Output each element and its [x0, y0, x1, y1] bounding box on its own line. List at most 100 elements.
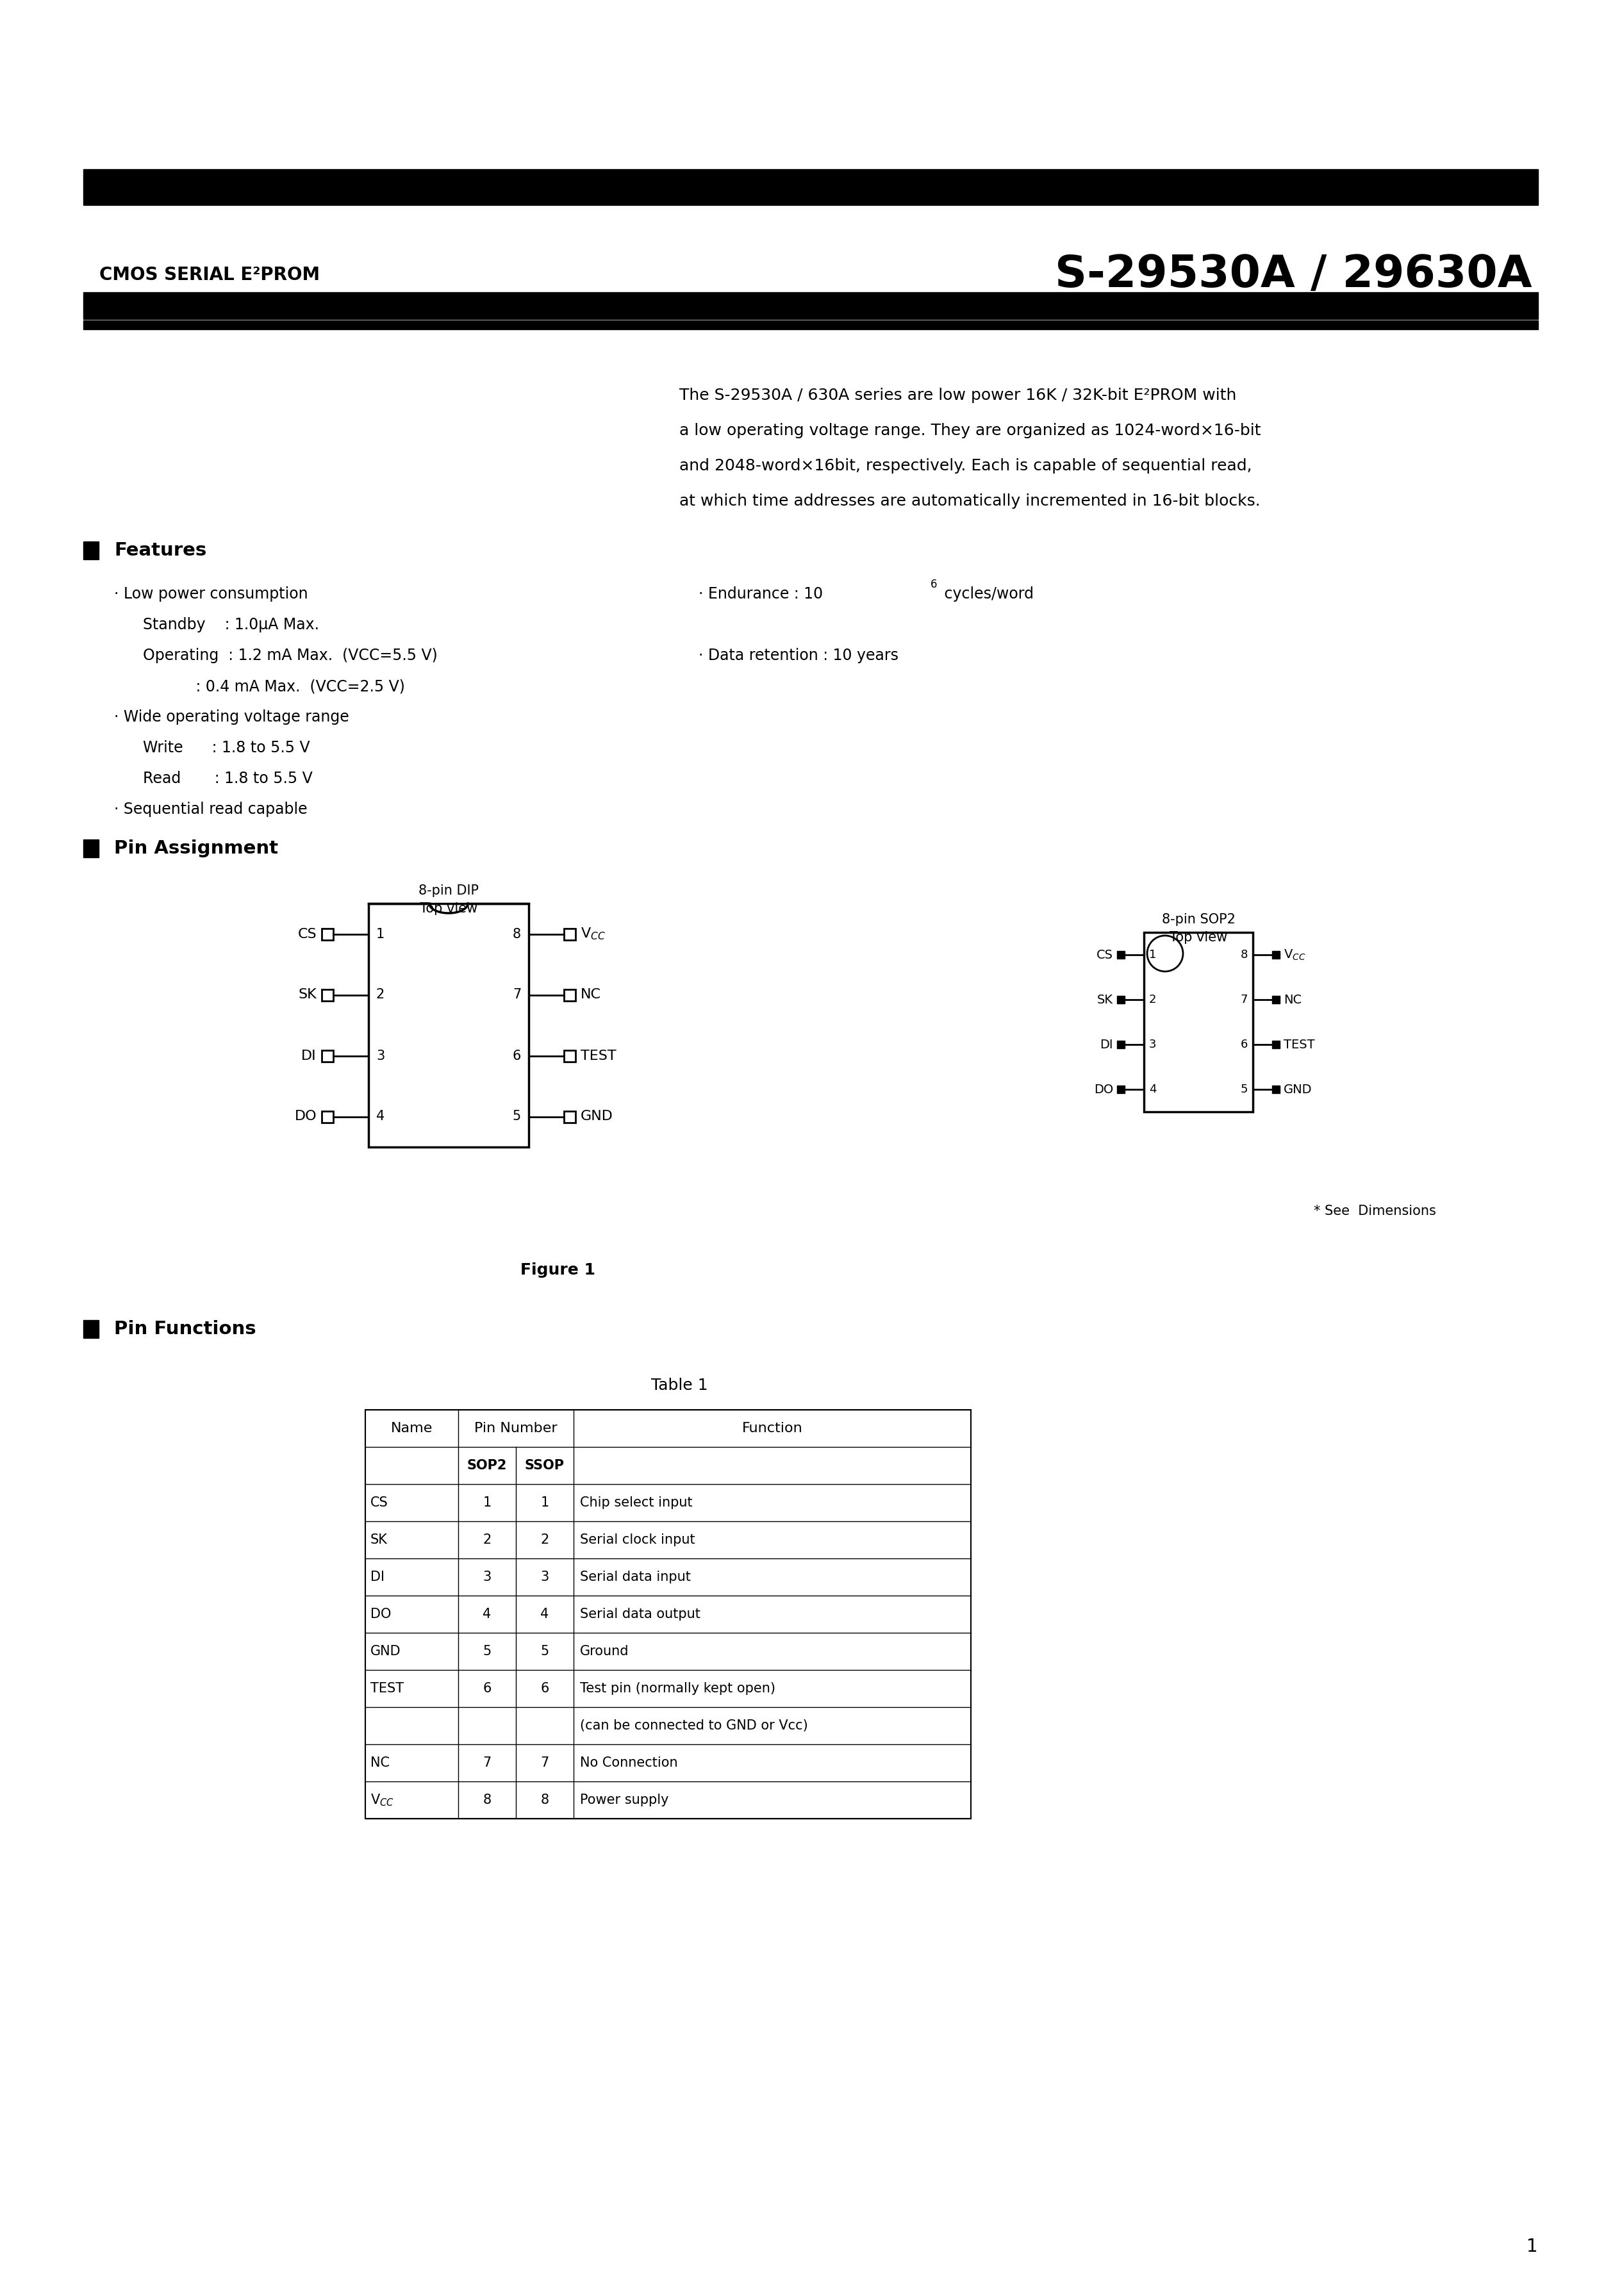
Bar	[564, 1049, 576, 1061]
Bar	[1272, 951, 1280, 960]
Bar	[1272, 1086, 1280, 1093]
Text: 5: 5	[540, 1644, 548, 1658]
Bar	[321, 1049, 333, 1061]
Text: Read       : 1.8 to 5.5 V: Read : 1.8 to 5.5 V	[114, 771, 313, 785]
Text: NC: NC	[370, 1756, 389, 1770]
Text: · Endurance : 10: · Endurance : 10	[699, 585, 822, 602]
Bar	[1118, 996, 1124, 1003]
Text: 8-pin DIP: 8-pin DIP	[418, 884, 478, 898]
Bar	[83, 321, 1538, 328]
Text: Top view: Top view	[420, 902, 477, 916]
Text: a low operating voltage range. They are organized as 1024-word×16-bit: a low operating voltage range. They are …	[680, 422, 1260, 439]
Bar	[1118, 1086, 1124, 1093]
Bar	[83, 1320, 99, 1339]
Text: 8: 8	[540, 1793, 548, 1807]
Text: DI: DI	[370, 1570, 384, 1584]
Text: · Data retention : 10 years: · Data retention : 10 years	[699, 647, 899, 664]
Text: 1: 1	[540, 1497, 548, 1508]
Bar	[1118, 951, 1124, 960]
Bar	[321, 928, 333, 939]
Bar	[1272, 996, 1280, 1003]
Text: 7: 7	[540, 1756, 548, 1770]
Text: Chip select input: Chip select input	[581, 1497, 693, 1508]
Text: SSOP: SSOP	[526, 1460, 564, 1472]
Text: 5: 5	[483, 1644, 491, 1658]
Bar	[83, 170, 1538, 179]
Text: 6: 6	[1241, 1038, 1247, 1049]
Text: DO: DO	[1093, 1084, 1113, 1095]
Text: 3: 3	[483, 1570, 491, 1584]
Text: TEST: TEST	[581, 1049, 616, 1063]
Text: SK: SK	[1096, 994, 1113, 1006]
Bar	[83, 542, 99, 560]
Text: Features: Features	[114, 542, 206, 560]
Text: SK: SK	[298, 990, 316, 1001]
Text: · Low power consumption: · Low power consumption	[114, 585, 308, 602]
Text: 2: 2	[376, 990, 384, 1001]
Text: CS: CS	[370, 1497, 388, 1508]
Bar	[564, 1111, 576, 1123]
Bar	[83, 292, 1538, 319]
Text: V$_{CC}$: V$_{CC}$	[581, 925, 605, 941]
Text: NC: NC	[1283, 994, 1301, 1006]
Bar	[321, 990, 333, 1001]
Text: No Connection: No Connection	[581, 1756, 678, 1770]
Text: 8-pin SOP2: 8-pin SOP2	[1161, 914, 1236, 925]
Text: 2: 2	[1148, 994, 1156, 1006]
Text: S-29530A / 29630A: S-29530A / 29630A	[1054, 253, 1531, 296]
Text: 3: 3	[540, 1570, 548, 1584]
Text: 5: 5	[513, 1111, 521, 1123]
Text: 5: 5	[1241, 1084, 1247, 1095]
Text: Pin Assignment: Pin Assignment	[114, 840, 277, 856]
Text: NC: NC	[581, 990, 602, 1001]
Bar	[83, 840, 99, 856]
Text: 1: 1	[483, 1497, 491, 1508]
Text: Serial clock input: Serial clock input	[581, 1534, 696, 1545]
Text: SK: SK	[370, 1534, 388, 1545]
Text: Pin Functions: Pin Functions	[114, 1320, 256, 1339]
Text: Pin Number: Pin Number	[474, 1421, 558, 1435]
Bar	[321, 1111, 333, 1123]
Text: 1: 1	[1526, 2239, 1538, 2255]
Text: GND: GND	[370, 1644, 401, 1658]
Text: Top view: Top view	[1169, 932, 1228, 944]
Text: V$_{CC}$: V$_{CC}$	[1283, 948, 1306, 962]
Bar	[1272, 1040, 1280, 1049]
Text: · Wide operating voltage range: · Wide operating voltage range	[114, 709, 349, 726]
Text: 4: 4	[483, 1607, 491, 1621]
Text: Serial data input: Serial data input	[581, 1570, 691, 1584]
Bar	[564, 928, 576, 939]
Text: 7: 7	[1241, 994, 1247, 1006]
Text: DO: DO	[294, 1111, 316, 1123]
Text: GND: GND	[1283, 1084, 1312, 1095]
Text: CS: CS	[1096, 948, 1113, 962]
Text: * See  Dimensions: * See Dimensions	[1314, 1205, 1435, 1217]
Text: DI: DI	[1100, 1038, 1113, 1052]
Text: SOP2: SOP2	[467, 1460, 508, 1472]
Text: 6: 6	[540, 1683, 548, 1694]
Text: cycles/word: cycles/word	[939, 585, 1033, 602]
Bar	[1144, 932, 1252, 1111]
Text: at which time addresses are automatically incremented in 16-bit blocks.: at which time addresses are automaticall…	[680, 494, 1260, 510]
Text: Operating  : 1.2 mA Max.  (VCC=5.5 V): Operating : 1.2 mA Max. (VCC=5.5 V)	[114, 647, 438, 664]
Text: 8: 8	[1241, 948, 1247, 960]
Text: · Sequential read capable: · Sequential read capable	[114, 801, 308, 817]
Text: 6: 6	[483, 1683, 491, 1694]
Text: 8: 8	[483, 1793, 491, 1807]
Text: Standby    : 1.0μA Max.: Standby : 1.0μA Max.	[114, 618, 320, 631]
Text: 3: 3	[376, 1049, 384, 1063]
Text: 1: 1	[376, 928, 384, 941]
Text: 6: 6	[513, 1049, 521, 1063]
Text: 4: 4	[376, 1111, 384, 1123]
Text: and 2048-word×16bit, respectively. Each is capable of sequential read,: and 2048-word×16bit, respectively. Each …	[680, 459, 1252, 473]
Text: Test pin (normally kept open): Test pin (normally kept open)	[581, 1683, 775, 1694]
Text: 2: 2	[540, 1534, 548, 1545]
Text: 4: 4	[1148, 1084, 1156, 1095]
Text: 1: 1	[1148, 948, 1156, 960]
Text: TEST: TEST	[1283, 1038, 1315, 1052]
Text: : 0.4 mA Max.  (VCC=2.5 V): : 0.4 mA Max. (VCC=2.5 V)	[114, 680, 406, 693]
Text: 6: 6	[931, 579, 938, 590]
Text: 7: 7	[483, 1756, 491, 1770]
Text: Power supply: Power supply	[581, 1793, 668, 1807]
Text: The S-29530A / 630A series are low power 16K / 32K-bit E²PROM with: The S-29530A / 630A series are low power…	[680, 388, 1236, 404]
